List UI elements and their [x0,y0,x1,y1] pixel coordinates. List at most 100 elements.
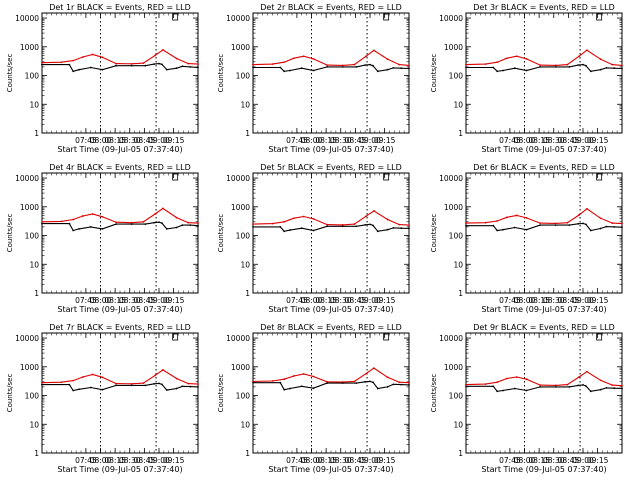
data-point-lld [611,63,614,66]
y-tick-label: 10000 [15,334,39,343]
x-tick-label: 07:45 [286,456,308,465]
x-tick-label: 08:00 [514,296,536,305]
data-point-lld [101,376,104,379]
x-tick-label: 08:15 [104,296,126,305]
x-tick-label: 08:30 [330,136,352,145]
y-tick-label: 1 [34,129,39,138]
data-point-events [613,225,616,228]
y-tick-label: 1000 [231,203,250,212]
data-point-events [72,389,75,392]
y-tick-label: 10 [453,420,463,429]
data-point-lld [515,376,518,378]
data-point-events [158,221,160,224]
data-point-lld [252,223,254,225]
y-tick-label: 1 [245,449,250,458]
data-point-events [392,66,395,69]
data-point-lld [326,380,328,383]
data-point-events [175,226,178,229]
x-tick-label: 09:00 [359,136,381,145]
data-point-events [605,225,608,228]
y-tick-label: 100 [449,72,464,81]
data-point-events [599,388,602,391]
y-tick-label: 10000 [226,174,250,183]
data-point-events [613,387,616,390]
data-point-events [252,225,254,228]
marker-box [383,173,390,181]
y-tick-label: 1000 [444,203,463,212]
y-axis-label: Counts/sec [430,54,438,93]
panel-det-9: Det 9r BLACK = Events, RED = LLD 1 10 100 10… [430,323,623,474]
data-point-events [161,222,163,225]
data-point-events [386,228,389,231]
data-point-events [525,69,528,72]
plot-frame [252,332,410,454]
data-point-lld [293,217,295,220]
data-point-lld [353,223,356,225]
plot-frame [252,172,410,294]
data-point-events [153,382,156,385]
marker-box [383,333,390,341]
data-point-lld [611,384,614,387]
data-point-lld [341,64,344,67]
data-point-lld [386,58,389,61]
x-tick-label: 08:15 [528,136,550,145]
data-point-lld [539,64,541,67]
data-point-lld [496,381,499,384]
data-point-events [400,227,403,230]
data-point-lld [566,221,569,224]
x-tick-label: 09:00 [572,296,594,305]
data-point-lld [60,381,63,384]
y-tick-label: 1000 [231,43,250,52]
data-point-events [369,223,371,226]
data-point-lld [142,220,145,223]
x-tick-label: 08:30 [543,296,565,305]
data-point-events [513,226,516,229]
x-tick-label: 08:30 [330,296,352,305]
y-tick-label: 10 [29,100,39,109]
data-point-lld [398,381,401,384]
data-point-lld [365,215,367,218]
data-point-events [312,229,315,232]
data-point-lld [353,380,356,383]
data-point-lld [554,384,557,387]
x-tick-label: 08:30 [119,136,141,145]
data-point-lld [154,374,157,377]
data-point-events [165,389,168,391]
series-line-lld [252,367,410,384]
data-point-events [326,225,328,228]
y-tick-label: 1000 [444,363,463,372]
panel-title: Det 4r BLACK = Events, RED = LLD [49,163,191,172]
data-point-events [197,66,199,69]
data-point-events [589,390,592,393]
data-point-lld [326,223,328,226]
data-point-events [300,385,303,388]
panel-title: Det 6r BLACK = Events, RED = LLD [473,163,615,172]
data-point-events [502,69,504,72]
data-point-events [158,382,160,385]
x-tick-label: 09:15 [374,456,396,465]
x-tick-label: 08:30 [543,136,565,145]
data-point-lld [408,64,410,67]
series-line-events [466,222,623,232]
y-tick-label: 100 [25,72,40,81]
data-point-lld [252,380,254,383]
y-tick-label: 10000 [439,174,463,183]
data-point-events [599,227,602,230]
data-point-lld [312,375,315,378]
panel-title: Det 7r BLACK = Events, RED = LLD [49,323,191,332]
data-point-events [279,225,282,228]
data-point-lld [621,384,623,387]
data-point-events [181,65,184,68]
data-point-events [161,383,163,386]
y-tick-label: 1000 [444,43,463,52]
y-tick-label: 10000 [15,174,39,183]
data-point-events [68,383,71,386]
data-point-lld [365,372,367,375]
data-point-lld [554,64,557,67]
series-line-events [466,384,623,392]
x-tick-label: 07:45 [75,456,97,465]
marker-box [172,333,179,341]
data-point-lld [142,382,145,385]
data-point-events [585,64,587,67]
data-point-lld [175,377,178,380]
